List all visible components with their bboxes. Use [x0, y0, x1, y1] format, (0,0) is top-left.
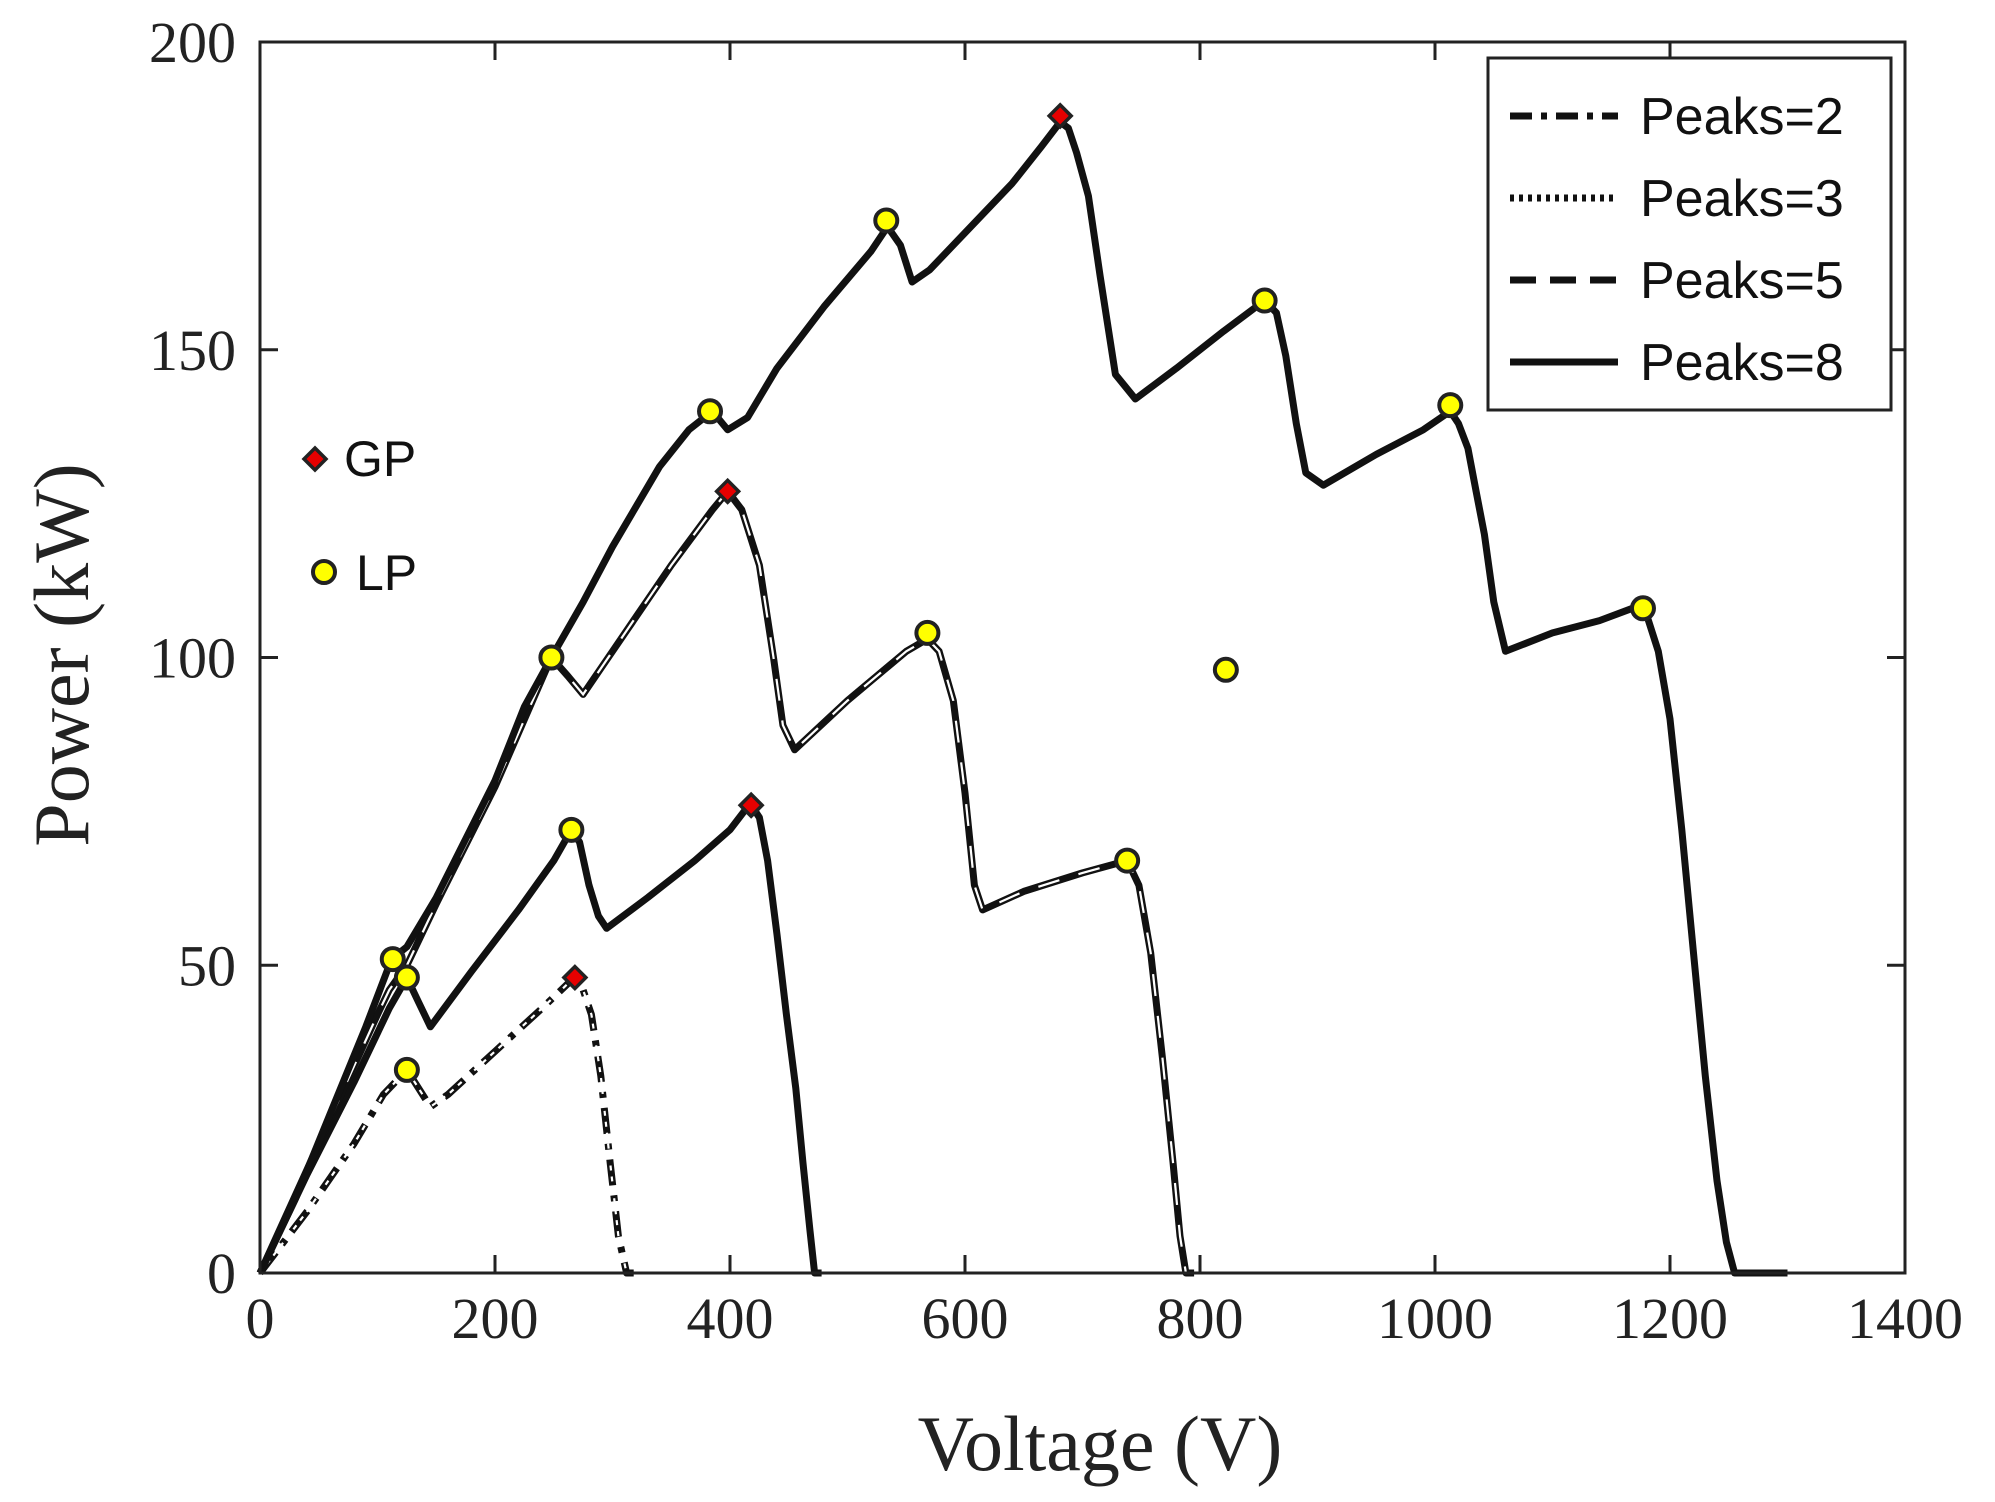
gp-marker: [561, 964, 589, 992]
series-line-peaks-2: [257, 974, 634, 1277]
legend-label: Peaks=5: [1640, 252, 1844, 310]
tick-labels: 0 200 400 600 800 1000 1200 1400 0 50 100 150 200: [149, 10, 1963, 1351]
x-tick-label: 400: [687, 1286, 774, 1351]
lp-marker: [558, 816, 585, 843]
x-tick-label: 600: [922, 1286, 1009, 1351]
x-tick-label: 800: [1157, 1286, 1244, 1351]
series-line-unlabeled: [256, 801, 822, 1277]
x-axis-title: Voltage (V): [918, 1400, 1283, 1487]
y-tick-label: 50: [178, 933, 236, 998]
series-line-peaks-3: [259, 975, 634, 1275]
y-tick-label: 200: [149, 10, 236, 75]
y-tick-label: 150: [149, 318, 236, 383]
x-tick-label: 0: [246, 1286, 275, 1351]
lp-marker: [1114, 847, 1141, 874]
x-tick-label: 200: [452, 1286, 539, 1351]
lp-marker: [1251, 287, 1278, 314]
y-axis-title: Power (kW): [18, 463, 105, 846]
axes: [258, 40, 1907, 1275]
peak-markers: [379, 102, 1656, 1083]
lp-marker: [914, 619, 941, 646]
lp-marker: [393, 1056, 420, 1083]
lp-marker: [1629, 595, 1656, 622]
x-tick-label: 1000: [1377, 1286, 1493, 1351]
marker-key: GP LP: [301, 431, 417, 601]
legend-box: [1486, 56, 1893, 412]
legend-label: Peaks=2: [1640, 88, 1844, 146]
lp-marker: [873, 207, 900, 234]
gp-marker: [714, 477, 742, 505]
legend-label: Peaks=3: [1640, 170, 1844, 228]
lp-key-marker: [311, 559, 337, 585]
lp-marker: [538, 644, 565, 671]
x-tick-label: 1200: [1612, 1286, 1728, 1351]
y-tick-label: 0: [207, 1241, 236, 1306]
gp-key-marker: [301, 445, 329, 473]
lp-marker: [379, 946, 406, 973]
legend: Peaks=2 Peaks=3 Peaks=5 Peaks=8: [1486, 56, 1893, 412]
gp-marker: [1046, 102, 1074, 130]
lp-marker: [393, 964, 420, 991]
legend-label: Peaks=8: [1640, 334, 1844, 392]
x-tick-label: 1400: [1847, 1286, 1963, 1351]
lp-marker: [1212, 656, 1239, 683]
gp-marker: [737, 791, 765, 819]
gp-key-label: GP: [344, 431, 416, 487]
lp-key-label: LP: [356, 545, 417, 601]
y-tick-label: 100: [149, 626, 236, 691]
lp-marker: [1437, 392, 1464, 419]
lp-marker: [697, 398, 724, 425]
